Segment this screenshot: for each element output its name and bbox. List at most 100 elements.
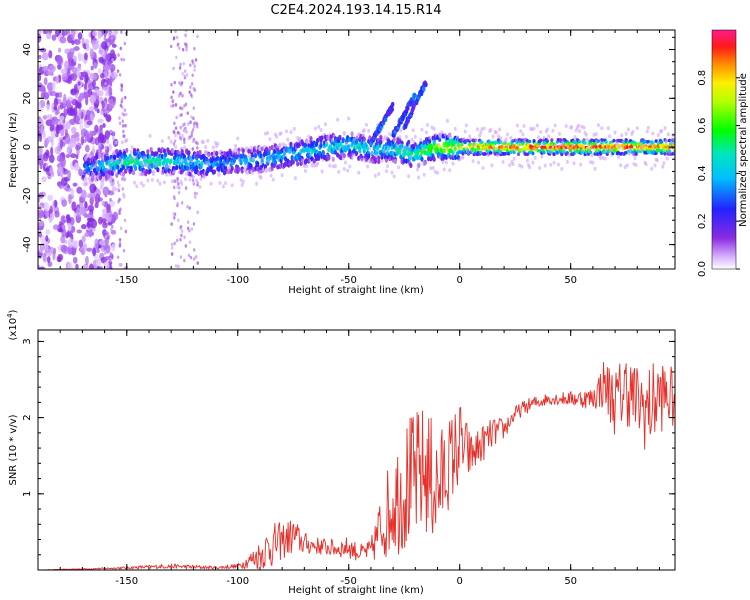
spectrogram-cell	[122, 124, 125, 128]
spectrogram-cell	[59, 36, 67, 44]
spectrogram-cell	[77, 81, 81, 86]
spectrogram-cell	[105, 57, 108, 62]
spectrogram-cell	[116, 180, 120, 185]
spectrogram-cell	[181, 47, 185, 52]
spectrogram-cell	[73, 212, 77, 218]
spectrogram-cell	[245, 157, 249, 163]
spectrogram-cell	[367, 153, 371, 159]
spectrogram-cell	[236, 136, 240, 141]
spectrogram-cell	[108, 190, 111, 194]
spectrogram-cell	[180, 134, 184, 139]
spectrogram-cell	[273, 159, 278, 166]
spectrogram-cell	[104, 238, 107, 243]
spectrogram-cell	[490, 163, 494, 168]
spectrogram-cell	[234, 143, 238, 148]
spectrogram-cell	[158, 159, 162, 166]
spectrogram-cell	[230, 183, 234, 188]
spectrogram-cell	[181, 93, 184, 98]
spectrogram-cell	[111, 224, 114, 229]
spectrogram-cell	[192, 222, 196, 226]
spectrogram-cell	[111, 43, 117, 48]
spectrogram-cell	[569, 148, 573, 153]
spectrogram-cell	[72, 256, 78, 264]
spectrogram-cell	[71, 72, 78, 82]
spectrogram-cell	[489, 127, 493, 132]
spectrogram-cell	[189, 158, 193, 163]
spectrogram-cell	[325, 140, 329, 145]
spectrogram-cell	[113, 169, 117, 174]
spectrogram-cell	[431, 166, 435, 171]
spectrogram-cell	[331, 164, 335, 169]
spectrogram-cell	[633, 156, 637, 161]
spectrogram-cell	[121, 164, 126, 170]
spectrogram-cell	[539, 138, 543, 143]
spectrogram-cell	[348, 164, 352, 169]
spectrogram-cell	[53, 106, 58, 111]
spectrogram-cell	[75, 136, 80, 143]
spectrogram-cell	[173, 80, 176, 85]
spectrogram-cell	[565, 151, 569, 155]
spectrogram-cell	[384, 169, 388, 174]
spectrogram-cell	[73, 55, 77, 64]
spectrogram-cell	[179, 179, 183, 184]
spectrogram-cell	[528, 165, 532, 170]
spectrogram-cell	[40, 124, 44, 135]
spectrogram-cell	[172, 36, 176, 41]
spectrogram-cell	[66, 99, 71, 109]
spectrogram-cell	[662, 161, 666, 166]
spectrogram-cell	[187, 150, 191, 156]
spectrogram-cell	[54, 210, 60, 218]
spectrogram-cell	[170, 222, 173, 226]
spectrogram-cell	[181, 71, 184, 76]
spectrogram-cell	[120, 83, 123, 88]
spectrogram-cell	[41, 65, 49, 72]
spectrogram-cell	[83, 83, 88, 90]
spectrogram-cell	[130, 145, 134, 150]
spectrogram-cell	[453, 126, 457, 131]
spectrogram-cell	[337, 169, 341, 174]
spectrogram-cell	[613, 130, 617, 135]
spectrogram-cell	[102, 222, 108, 229]
spectrogram-cell	[392, 174, 396, 179]
spectrogram-cell	[198, 184, 202, 189]
spectrogram-cell	[84, 134, 90, 142]
spectrogram-cell	[131, 155, 135, 160]
spectrogram-cell	[75, 114, 80, 124]
spectrogram-cell	[76, 229, 83, 234]
spectrogram-cell	[217, 171, 221, 178]
spectrogram-cell	[596, 139, 601, 143]
spectrogram-cell	[60, 68, 68, 75]
spectrogram-cell	[418, 162, 422, 167]
spectrogram-cell	[545, 139, 549, 143]
spectrogram-cell	[190, 115, 193, 119]
spectrogram-cell	[111, 136, 115, 141]
spectrogram-cell	[89, 94, 97, 104]
spectrogram-cell	[185, 48, 188, 52]
spectrogram-cell	[463, 129, 467, 134]
spectrogram-cell	[119, 103, 123, 108]
spectrogram-cell	[504, 137, 508, 142]
spectrogram-cell	[546, 134, 550, 139]
spectrogram-cell	[174, 126, 178, 130]
spectrogram-cell	[38, 132, 42, 139]
spectrogram-cell	[67, 230, 72, 238]
spectrogram-cell	[619, 163, 623, 168]
spectrogram-cell	[72, 99, 76, 106]
spectrogram-cell	[623, 165, 627, 170]
spectrogram-cell	[423, 160, 427, 165]
spectrogram-cell	[398, 137, 402, 144]
spectrogram-cell	[267, 150, 271, 156]
spectrogram-cell	[115, 172, 119, 178]
spectrogram-cell	[498, 127, 502, 132]
spectrogram-cell	[174, 133, 177, 138]
spectrogram-cell	[330, 138, 334, 143]
spectrogram-cell	[42, 254, 47, 262]
spectrogram-cell	[120, 57, 123, 62]
spectrogram-cell	[46, 70, 54, 76]
spectrogram-cell	[86, 221, 91, 229]
spectrogram-cell	[117, 159, 121, 165]
spectrogram-cell	[455, 135, 459, 140]
spectrogram-cell	[407, 174, 411, 179]
spectrogram-cell	[196, 210, 199, 215]
spectrogram-cell	[428, 135, 432, 140]
